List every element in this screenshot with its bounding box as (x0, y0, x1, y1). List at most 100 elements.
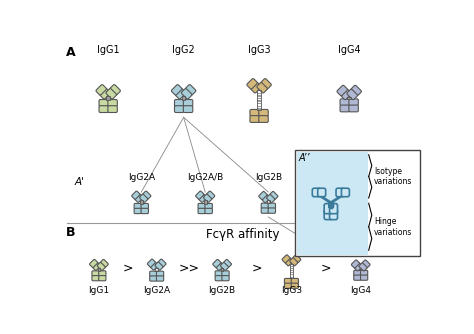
Text: >: > (123, 262, 133, 275)
FancyBboxPatch shape (259, 191, 267, 200)
FancyBboxPatch shape (99, 276, 106, 281)
Bar (290, 264, 293, 279)
FancyBboxPatch shape (99, 271, 106, 276)
FancyBboxPatch shape (354, 270, 361, 276)
FancyBboxPatch shape (259, 116, 268, 123)
FancyBboxPatch shape (134, 208, 142, 214)
FancyBboxPatch shape (251, 82, 261, 93)
Bar (257, 90, 261, 110)
FancyBboxPatch shape (205, 208, 212, 214)
FancyBboxPatch shape (156, 276, 164, 281)
FancyBboxPatch shape (203, 194, 212, 202)
FancyBboxPatch shape (291, 279, 299, 284)
FancyBboxPatch shape (100, 89, 110, 99)
FancyBboxPatch shape (207, 191, 215, 199)
FancyBboxPatch shape (90, 260, 98, 268)
FancyBboxPatch shape (139, 194, 148, 202)
FancyBboxPatch shape (290, 258, 298, 266)
Text: IgG2A: IgG2A (143, 287, 170, 296)
Text: IgG4: IgG4 (338, 45, 361, 55)
FancyBboxPatch shape (108, 100, 118, 106)
Bar (257, 93, 261, 94)
FancyBboxPatch shape (150, 276, 157, 281)
Text: IgG2A/B: IgG2A/B (187, 173, 223, 181)
FancyBboxPatch shape (92, 263, 100, 271)
FancyBboxPatch shape (340, 99, 349, 106)
FancyBboxPatch shape (349, 99, 358, 106)
FancyBboxPatch shape (285, 258, 293, 266)
Bar (257, 95, 261, 97)
Bar (359, 269, 362, 271)
FancyBboxPatch shape (291, 283, 299, 288)
FancyBboxPatch shape (270, 191, 278, 200)
Text: >>: >> (179, 262, 200, 275)
Text: IgG2B: IgG2B (255, 173, 282, 181)
FancyBboxPatch shape (324, 209, 332, 220)
Text: IgG3: IgG3 (281, 287, 302, 296)
FancyBboxPatch shape (257, 82, 267, 93)
FancyBboxPatch shape (175, 89, 186, 99)
Bar (290, 268, 293, 269)
FancyBboxPatch shape (196, 191, 204, 199)
FancyBboxPatch shape (318, 188, 326, 197)
Text: A: A (66, 46, 75, 59)
Text: IgG4: IgG4 (350, 287, 371, 296)
FancyBboxPatch shape (341, 89, 351, 100)
FancyBboxPatch shape (361, 275, 368, 280)
FancyBboxPatch shape (340, 105, 349, 112)
FancyBboxPatch shape (247, 78, 257, 89)
FancyBboxPatch shape (293, 255, 301, 263)
FancyBboxPatch shape (205, 203, 212, 209)
Bar (290, 274, 293, 275)
FancyBboxPatch shape (183, 106, 193, 113)
FancyBboxPatch shape (143, 191, 151, 199)
Text: >: > (252, 262, 262, 275)
Bar (221, 268, 223, 271)
Bar (98, 268, 100, 271)
Text: A': A' (74, 177, 84, 187)
FancyBboxPatch shape (268, 208, 275, 213)
Bar (290, 276, 293, 277)
Bar (106, 96, 110, 100)
FancyBboxPatch shape (250, 110, 259, 116)
FancyBboxPatch shape (134, 203, 142, 209)
FancyBboxPatch shape (150, 262, 158, 270)
FancyBboxPatch shape (362, 260, 370, 268)
Text: FcγR affinity: FcγR affinity (206, 228, 280, 241)
Bar (267, 201, 270, 202)
FancyBboxPatch shape (141, 208, 148, 214)
FancyBboxPatch shape (215, 276, 222, 281)
Bar (182, 96, 185, 100)
FancyBboxPatch shape (261, 203, 269, 208)
FancyBboxPatch shape (141, 203, 148, 209)
FancyBboxPatch shape (222, 271, 229, 276)
FancyBboxPatch shape (349, 105, 358, 112)
Bar (290, 272, 293, 273)
FancyBboxPatch shape (215, 271, 222, 276)
Bar (257, 98, 261, 99)
FancyBboxPatch shape (135, 194, 143, 202)
FancyBboxPatch shape (355, 263, 363, 271)
FancyBboxPatch shape (185, 85, 196, 95)
FancyBboxPatch shape (172, 85, 182, 95)
Bar (204, 200, 207, 203)
FancyBboxPatch shape (220, 263, 228, 271)
Bar (257, 106, 261, 107)
FancyBboxPatch shape (336, 188, 344, 197)
FancyBboxPatch shape (110, 85, 120, 95)
Text: IgG2A: IgG2A (128, 173, 155, 181)
FancyBboxPatch shape (174, 106, 184, 113)
FancyBboxPatch shape (132, 191, 140, 199)
FancyBboxPatch shape (312, 188, 320, 197)
Bar (257, 103, 261, 104)
Text: IgG3: IgG3 (248, 45, 270, 55)
FancyBboxPatch shape (182, 89, 192, 99)
Bar (347, 97, 351, 99)
FancyBboxPatch shape (341, 188, 349, 197)
FancyBboxPatch shape (183, 100, 193, 106)
Bar (267, 200, 270, 203)
Text: IgG2: IgG2 (172, 45, 195, 55)
FancyBboxPatch shape (92, 271, 99, 276)
FancyBboxPatch shape (266, 194, 275, 203)
FancyBboxPatch shape (198, 203, 205, 209)
